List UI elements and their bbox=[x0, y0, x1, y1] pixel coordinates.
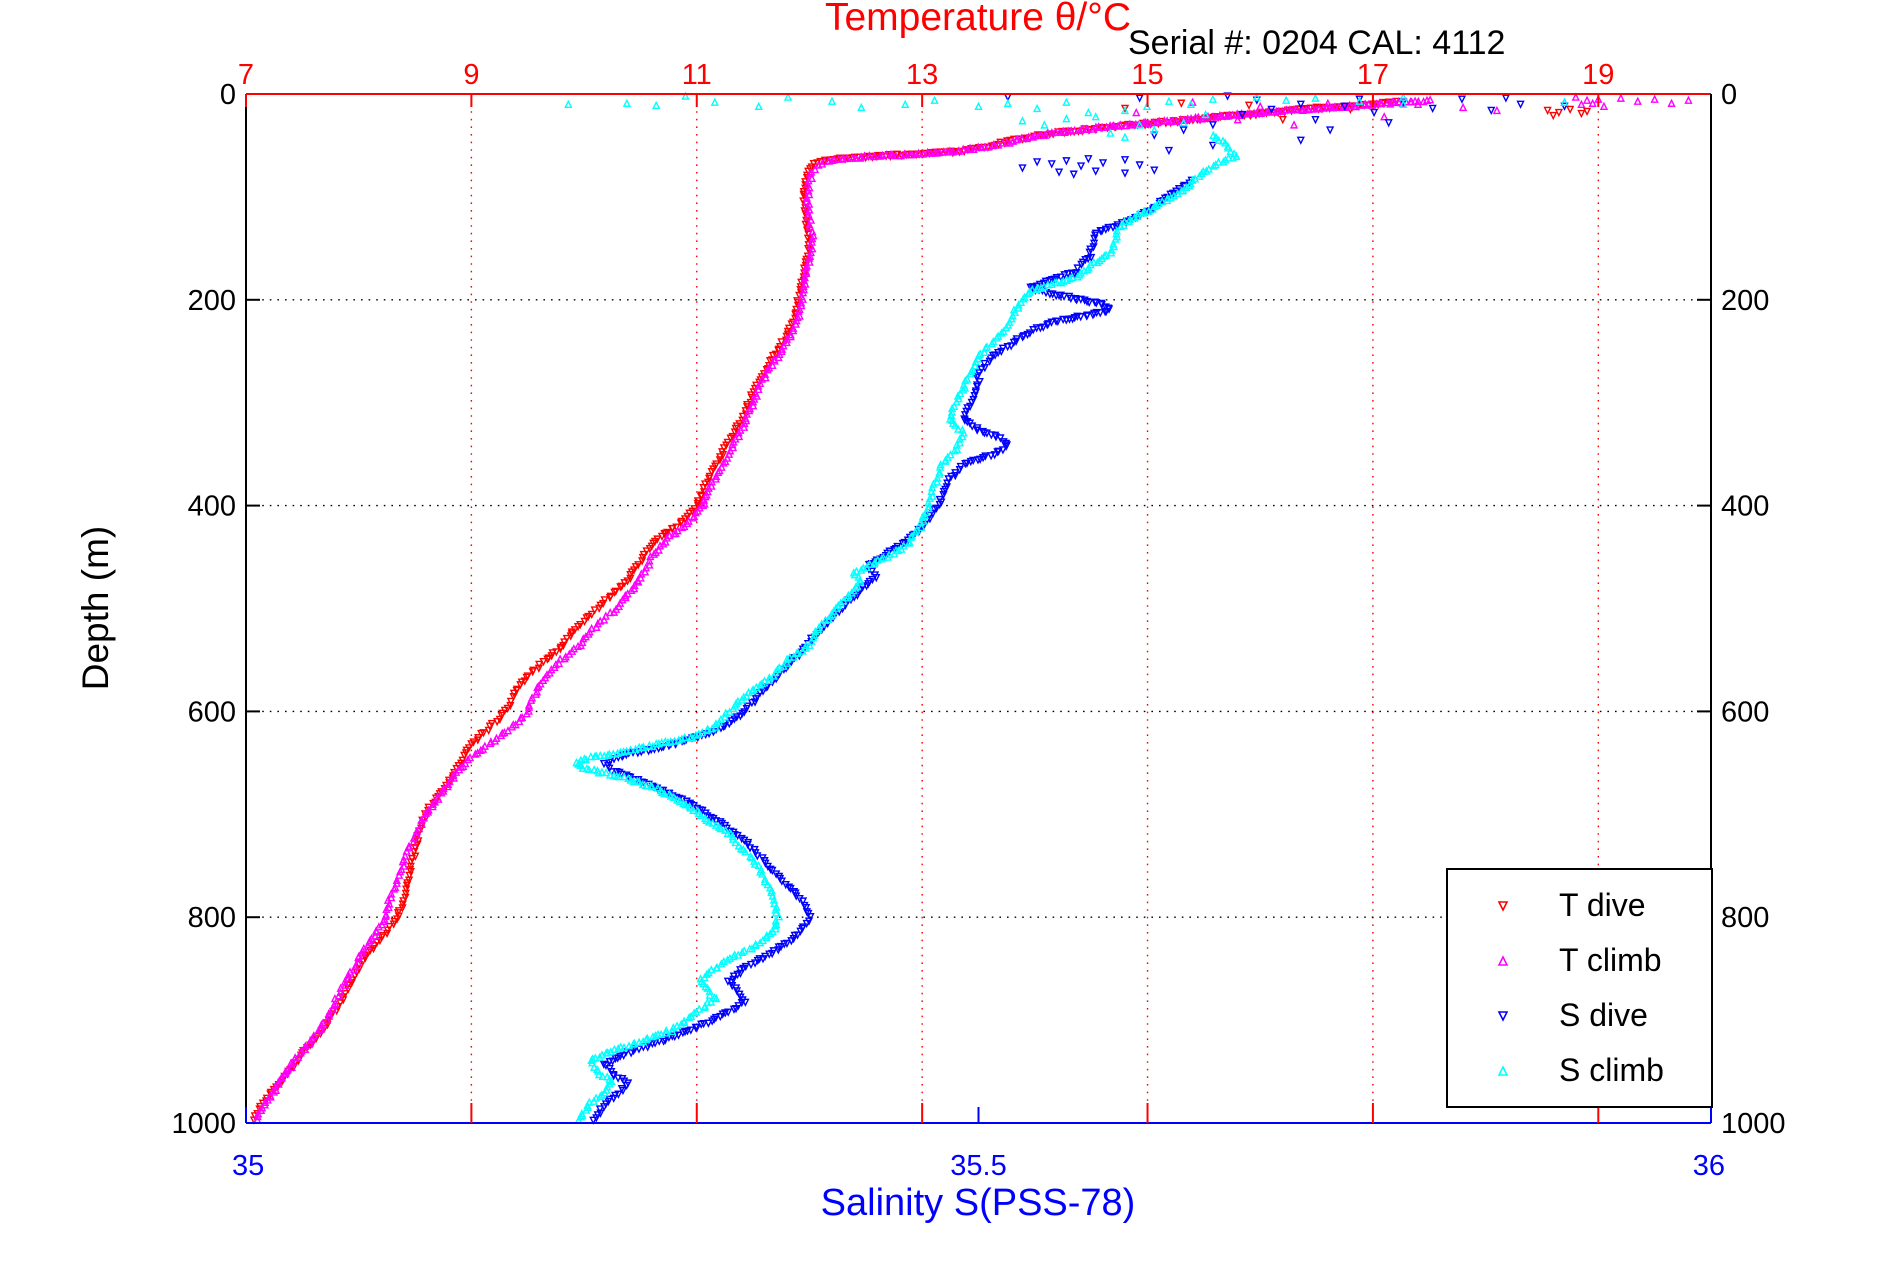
tick-labels: 7 9 11 13 15 17 19 35 35.5 36 0 0 200 200 400 400 600 600… bbox=[171, 59, 1785, 1182]
legend-item-t-dive: T dive bbox=[1448, 887, 1711, 924]
legend-item-s-dive: S dive bbox=[1448, 997, 1711, 1034]
tick-label: 7 bbox=[238, 59, 254, 91]
tick-label: 0 bbox=[220, 79, 236, 111]
triangle-up-icon bbox=[1497, 1064, 1509, 1076]
legend-item-t-climb: T climb bbox=[1448, 942, 1711, 979]
tick-label: 400 bbox=[188, 491, 236, 523]
serial-cal-label: Serial #: 0204 CAL: 4112 bbox=[1128, 24, 1506, 62]
salinity-axis-label: Salinity S(PSS-78) bbox=[820, 1182, 1136, 1224]
tick-label: 36 bbox=[1693, 1150, 1725, 1182]
legend-label: T climb bbox=[1559, 942, 1662, 978]
tick-label: 0 bbox=[1721, 79, 1737, 111]
tick-label: 1000 bbox=[171, 1108, 236, 1140]
tick-label: 11 bbox=[682, 59, 712, 91]
tick-label: 19 bbox=[1582, 59, 1614, 91]
tick-label: 600 bbox=[1721, 696, 1769, 728]
legend-item-s-climb: S climb bbox=[1448, 1052, 1711, 1089]
series-t-dive bbox=[249, 97, 1592, 1125]
tick-label: 600 bbox=[188, 696, 236, 728]
depth-gridlines bbox=[247, 299, 1710, 918]
temperature-gridlines bbox=[470, 96, 1600, 1121]
series-s-dive bbox=[589, 92, 1569, 1125]
tick-label: 800 bbox=[188, 902, 236, 934]
tick-label: 15 bbox=[1131, 59, 1163, 91]
triangle-down-icon bbox=[1497, 900, 1509, 912]
series-s-climb bbox=[564, 91, 1569, 1125]
depth-axis-label: Depth (m) bbox=[75, 525, 116, 691]
axis-ticks bbox=[245, 94, 1712, 1123]
series-t-climb bbox=[253, 92, 1693, 1124]
tick-label: 35 bbox=[232, 1150, 264, 1182]
legend-label: S climb bbox=[1559, 1052, 1664, 1088]
tick-label: 35.5 bbox=[950, 1150, 1006, 1182]
tick-label: 400 bbox=[1721, 491, 1769, 523]
tick-label: 9 bbox=[463, 59, 479, 91]
tick-label: 17 bbox=[1357, 59, 1389, 91]
triangle-down-icon bbox=[1497, 1010, 1509, 1022]
tick-label: 13 bbox=[906, 59, 938, 91]
tick-label: 800 bbox=[1721, 902, 1769, 934]
tick-label: 200 bbox=[188, 285, 236, 317]
legend-label: T dive bbox=[1559, 887, 1646, 923]
legend-label: S dive bbox=[1559, 997, 1648, 1033]
tick-label: 1000 bbox=[1721, 1108, 1786, 1140]
chart-title: Temperature θ/°C bbox=[824, 0, 1132, 39]
triangle-up-icon bbox=[1497, 954, 1509, 966]
legend-box: T dive T climb S dive S climb bbox=[1446, 868, 1713, 1108]
tick-label: 200 bbox=[1721, 285, 1769, 317]
